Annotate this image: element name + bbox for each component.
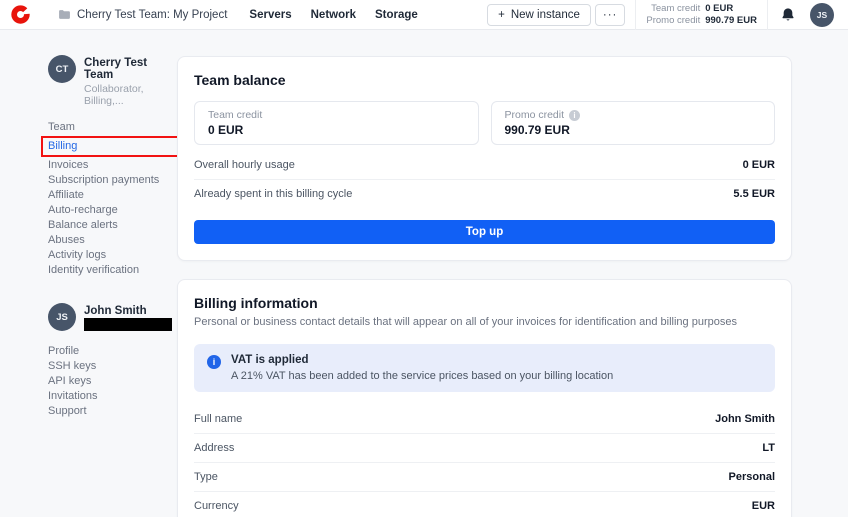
sidebar-item-activity-logs[interactable]: Activity logs: [48, 249, 107, 261]
team-avatar: CT: [48, 55, 76, 83]
top-navbar: Cherry Test Team: My Project Servers Net…: [0, 0, 848, 30]
divider: [635, 0, 637, 30]
sidebar-item-identity-verification[interactable]: Identity verification: [48, 264, 140, 276]
sidebar-item-profile[interactable]: Profile: [48, 345, 80, 357]
full-name-row: Full name John Smith: [194, 405, 775, 434]
team-balance-card: Team balance Team credit 0 EUR Promo cre…: [177, 56, 792, 261]
type-row: Type Personal: [194, 463, 775, 492]
project-switcher[interactable]: Cherry Test Team: My Project: [58, 8, 227, 21]
team-name: Cherry Test Team: [84, 57, 148, 81]
billing-info-card: Billing information Personal or business…: [177, 279, 792, 517]
usage-row: Overall hourly usage 0 EUR: [194, 151, 775, 180]
team-header[interactable]: CT Cherry Test Team Collaborator, Billin…: [48, 55, 165, 107]
sidebar: CT Cherry Test Team Collaborator, Billin…: [0, 30, 179, 517]
sidebar-item-ssh-keys[interactable]: SSH keys: [48, 360, 97, 372]
currency-value: EUR: [751, 500, 775, 512]
promo-credit-label: Promo credit: [646, 15, 701, 26]
team-menu: Team Billing Invoices Subscription payme…: [41, 120, 179, 278]
full-name-value: John Smith: [715, 413, 775, 425]
main-nav: Servers Network Storage: [249, 9, 417, 21]
sidebar-item-billing[interactable]: Billing: [41, 136, 179, 157]
vat-alert-title: VAT is applied: [231, 354, 309, 366]
credits-summary: Team credit 0 EUR Promo credit 990.79 EU…: [646, 3, 757, 26]
usage-value: 0 EUR: [742, 159, 775, 171]
currency-label: Currency: [194, 500, 239, 512]
team-credit-value: 0 EUR: [705, 3, 734, 14]
sidebar-item-api-keys[interactable]: API keys: [48, 375, 92, 387]
full-name-label: Full name: [194, 413, 243, 425]
project-label: Cherry Test Team: My Project: [77, 8, 228, 21]
more-actions-button[interactable]: ···: [594, 3, 626, 26]
nav-storage[interactable]: Storage: [375, 8, 418, 21]
spent-label: Already spent in this billing cycle: [194, 188, 353, 200]
billing-info-subtitle: Personal or business contact details tha…: [194, 316, 737, 328]
user-avatar[interactable]: JS: [810, 2, 834, 27]
new-instance-label: New instance: [510, 8, 580, 21]
promo-credit-value: 990.79 EUR: [705, 15, 757, 26]
vat-alert-text: A 21% VAT has been added to the service …: [231, 370, 614, 382]
sidebar-item-invoices[interactable]: Invoices: [48, 159, 89, 171]
team-role: Collaborator, Billing,...: [84, 83, 144, 107]
address-label: Address: [194, 442, 235, 454]
address-row: Address LT: [194, 434, 775, 463]
info-icon[interactable]: i: [569, 109, 581, 121]
sidebar-item-subscription-payments[interactable]: Subscription payments: [48, 174, 160, 186]
vat-alert: i VAT is applied A 21% VAT has been adde…: [194, 344, 775, 392]
spent-row: Already spent in this billing cycle 5.5 …: [194, 180, 775, 208]
team-credit-box-label: Team credit: [208, 109, 263, 121]
sidebar-item-affiliate[interactable]: Affiliate: [48, 189, 84, 201]
type-label: Type: [194, 471, 218, 483]
team-credit-label: Team credit: [651, 3, 701, 14]
usage-label: Overall hourly usage: [194, 159, 295, 171]
sidebar-item-balance-alerts[interactable]: Balance alerts: [48, 219, 118, 231]
billing-info-title: Billing information: [194, 295, 318, 311]
spent-value: 5.5 EUR: [733, 188, 775, 200]
plus-icon: +: [498, 8, 505, 21]
redacted-text: [84, 318, 172, 331]
sidebar-item-auto-recharge[interactable]: Auto-recharge: [48, 204, 118, 216]
sidebar-item-support[interactable]: Support: [48, 405, 87, 417]
user-menu: Profile SSH keys API keys Invitations Su…: [48, 344, 165, 419]
top-up-button[interactable]: Top up: [194, 220, 775, 244]
divider: [767, 0, 768, 30]
type-value: Personal: [728, 471, 775, 483]
team-credit-box: Team credit 0 EUR: [194, 101, 479, 145]
info-icon: i: [207, 355, 221, 369]
address-value: LT: [762, 442, 775, 454]
sidebar-item-abuses[interactable]: Abuses: [48, 234, 85, 246]
main-content: Team balance Team credit 0 EUR Promo cre…: [177, 30, 848, 517]
user-header[interactable]: JS John Smith: [48, 303, 172, 331]
team-balance-title: Team balance: [194, 72, 286, 88]
team-credit-box-value: 0 EUR: [208, 123, 244, 137]
nav-servers[interactable]: Servers: [249, 8, 292, 21]
promo-credit-box-label: Promo credit: [504, 109, 565, 121]
folder-icon: [59, 10, 70, 19]
promo-credit-box: Promo credit i 990.79 EUR: [490, 101, 775, 145]
navbar-right: + New instance ··· Team credit 0 EUR Pro…: [487, 0, 840, 30]
new-instance-button[interactable]: + New instance: [487, 3, 591, 26]
cherry-logo-icon[interactable]: [10, 4, 31, 25]
promo-credit-box-value: 990.79 EUR: [504, 123, 570, 137]
user-name: John Smith: [84, 305, 147, 317]
user-sidebar-avatar: JS: [48, 303, 76, 331]
notifications-bell-icon[interactable]: [780, 7, 796, 23]
nav-network[interactable]: Network: [310, 8, 356, 21]
sidebar-item-invitations[interactable]: Invitations: [48, 390, 98, 402]
currency-row: Currency EUR: [194, 492, 775, 517]
sidebar-item-team[interactable]: Team: [48, 121, 75, 133]
